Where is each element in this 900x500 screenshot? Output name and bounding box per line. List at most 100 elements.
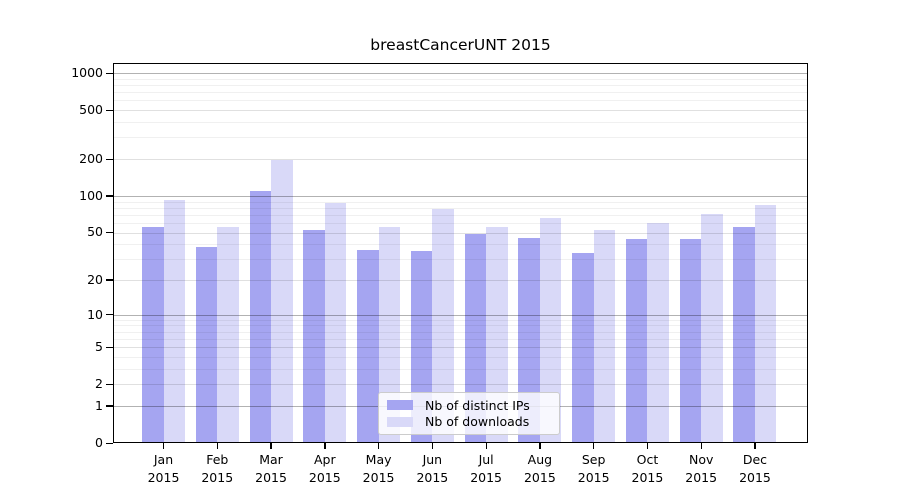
x-tick [646,443,649,449]
bar-downloads [217,227,239,443]
grid-layer [113,63,808,443]
gridline [113,110,808,112]
bar-downloads [647,222,669,443]
gridline [113,195,808,197]
x-tick-label: Apr 2015 [308,452,341,485]
y-tick-label: 200 [79,151,103,167]
legend-item-downloads: Nb of downloads [387,414,551,429]
legend-swatch-distinct-ips [387,400,413,411]
x-tick-label: Aug 2015 [523,452,556,485]
gridline [113,232,808,234]
bar-distinct-ips [679,239,702,443]
bar-distinct-ips [733,227,755,443]
y-tick [106,158,113,160]
y-tick [106,346,113,348]
plot-area: 0 1 2 5 10 20 50 100 200 500 1000 Jan 2015 Feb 2015 M… [71,63,808,485]
gridline [113,214,808,216]
gridline [113,159,808,160]
gridline [113,384,808,386]
legend-label-downloads: Nb of downloads [425,414,530,430]
y-tick-label: 1000 [71,65,103,81]
axes-layer: 0 1 2 5 10 20 50 100 200 500 1000 Jan 2015 Feb 2015 M… [71,63,808,485]
gridline [113,280,808,281]
y-tick [106,383,113,385]
gridline [113,356,808,358]
y-tick [106,72,113,74]
y-tick-label: 2 [95,376,103,392]
x-tick [377,443,380,449]
chart-title: breastCancerUNT 2015 [370,36,551,54]
x-tick [539,443,541,449]
bar-downloads [163,200,185,443]
y-tick [106,279,113,281]
bar-downloads [701,214,723,443]
gridline [113,347,808,349]
y-tick-label: 50 [87,224,103,240]
x-tick-label: Feb 2015 [201,452,234,485]
bar-downloads [593,230,616,443]
gridline [113,73,808,75]
gridline [113,314,808,316]
gridline [113,100,808,102]
x-tick [700,443,702,449]
gridline [113,85,808,86]
gridline [113,78,808,80]
y-tick [106,442,113,444]
x-tick [270,443,272,449]
y-tick-label: 100 [79,187,103,203]
gridline [113,338,808,340]
x-tick-label: Mar 2015 [255,452,287,485]
legend: Nb of distinct IPs Nb of downloads [378,392,560,435]
gridline [113,201,808,203]
x-tick-label: Jun 2015 [416,452,449,485]
gridline [113,331,808,333]
bar-downloads [324,202,347,443]
y-tick [106,109,113,111]
x-tick [216,443,218,449]
x-tick-label: Jan 2015 [147,452,180,485]
x-tick [431,443,434,449]
gridline [113,259,808,261]
x-tick-label: May 2015 [362,452,395,485]
legend-label-distinct-ips: Nb of distinct IPs [425,397,530,413]
x-tick [593,443,595,449]
x-tick-label: Nov 2015 [685,452,718,485]
y-tick-label: 20 [87,271,103,287]
y-tick [106,231,113,234]
gridline [113,137,808,139]
gridline [113,207,808,209]
bars-layer [113,63,808,443]
gridline [113,319,808,321]
bar-downloads [754,205,777,443]
x-tick-label: Jul 2015 [470,452,503,485]
gridline [113,368,808,370]
bar-distinct-ips [625,239,648,443]
plot-frame [113,63,808,443]
x-tick [485,443,487,449]
legend-item-distinct-ips: Nb of distinct IPs [387,398,551,413]
gridline [113,122,808,123]
y-tick-label: 0 [95,435,103,450]
gridline [113,325,808,327]
y-tick [106,405,113,407]
bar-distinct-ips [195,246,218,443]
bar-distinct-ips [303,230,325,443]
bar-downloads [271,159,293,443]
legend-swatch-downloads [387,416,413,427]
x-tick [754,443,756,449]
y-tick [106,314,113,316]
bar-distinct-ips [142,227,164,443]
bar-distinct-ips [572,252,594,443]
gridline [113,222,808,224]
bar-distinct-ips [249,190,272,443]
bar-distinct-ips [357,249,379,443]
y-tick-label: 10 [87,306,103,322]
y-tick-label: 500 [79,102,103,118]
x-tick [162,443,165,449]
x-tick-label: Dec 2015 [739,452,771,485]
gridline [113,244,808,246]
x-tick-label: Oct 2015 [631,452,664,485]
y-tick-label: 1 [95,397,103,413]
y-tick-label: 5 [95,339,103,355]
